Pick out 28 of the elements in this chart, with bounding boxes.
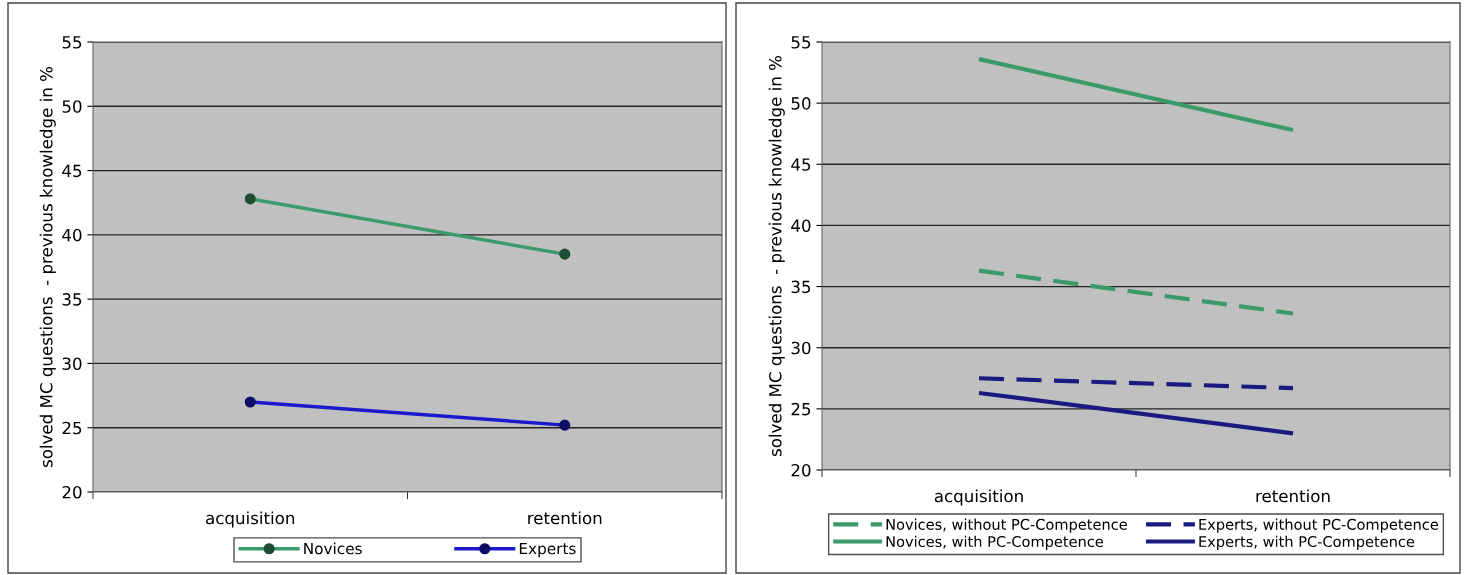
- legend-label: Novices, without PC-Competence: [886, 518, 1127, 533]
- legend-label: Experts, without PC-Competence: [1199, 518, 1439, 533]
- legend-label: Novices: [304, 542, 362, 555]
- y-tick-label: 25: [62, 421, 82, 435]
- y-tick-label: 55: [62, 36, 82, 49]
- x-tick-label: retention: [528, 511, 602, 525]
- y-tick-label: 55: [791, 36, 811, 49]
- y-tick-label: 45: [62, 164, 82, 178]
- y-tick-label: 50: [62, 100, 82, 113]
- legend-label: Experts: [519, 542, 576, 558]
- x-tick-label: retention: [1256, 489, 1330, 503]
- legend-label: Novices, with PC-Competence: [886, 535, 1104, 550]
- y-tick-label: 20: [791, 463, 811, 477]
- y-tick-label: 20: [62, 485, 82, 499]
- y-tick-label: 50: [791, 97, 811, 110]
- y-axis-title: solved MC questions - previous knowledge in %: [768, 55, 785, 457]
- y-tick-label: 35: [62, 293, 82, 306]
- x-tick-label: acquisition: [934, 489, 1023, 506]
- y-axis-title: solved MC questions - previous knowledge in %: [39, 66, 56, 468]
- y-tick-label: 30: [791, 341, 811, 355]
- y-tick-label: 30: [62, 357, 82, 370]
- y-tick-label: 40: [791, 219, 811, 232]
- y-tick-label: 40: [62, 228, 82, 242]
- y-tick-label: 25: [791, 402, 811, 416]
- x-tick-label: acquisition: [206, 511, 295, 528]
- y-tick-label: 35: [791, 280, 811, 294]
- legend-label: Experts, with PC-Competence: [1199, 535, 1415, 550]
- y-tick-label: 45: [791, 158, 811, 171]
